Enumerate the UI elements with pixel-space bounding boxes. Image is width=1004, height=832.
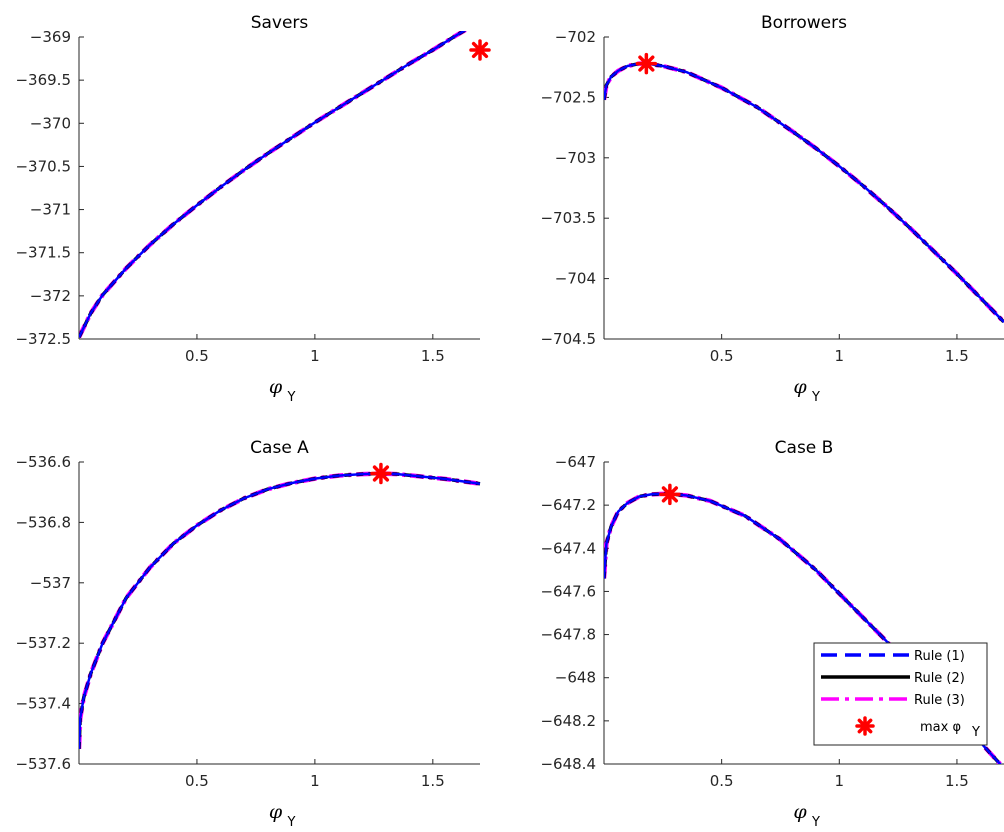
y-tick-label: −372.5: [15, 330, 71, 348]
y-tick-label: −648.2: [540, 712, 596, 730]
y-tick-label: −704: [555, 270, 596, 288]
panel-title: Savers: [251, 13, 309, 33]
y-tick-label: −537.6: [15, 755, 71, 773]
y-tick-label: −647.4: [540, 539, 596, 557]
x-axis-label: φ: [269, 376, 283, 398]
legend-box: [813, 642, 988, 746]
x-axis-label-subscript: Y: [811, 390, 820, 405]
x-axis-label-subscript: Y: [287, 815, 296, 830]
legend-label: max φ: [920, 720, 961, 735]
x-axis-label: φ: [793, 376, 807, 398]
y-tick-label: −647.8: [540, 626, 596, 644]
y-tick-label: −370: [30, 114, 71, 132]
legend: Rule (1) Rule (2) Rule (3) max φ Y: [813, 642, 988, 746]
y-tick-label: −703: [555, 149, 596, 167]
y-tick-label: −371: [30, 201, 71, 219]
y-tick-label: −369: [30, 28, 71, 46]
panel-borrowers: −702 −702.5 −703 −703.5 −704 −704.5 0.5 1 1.5 Bor…: [540, 13, 1004, 405]
legend-label: Rule (2): [914, 671, 965, 686]
y-tick-label: −703.5: [540, 209, 596, 227]
series-line-rule-1: [79, 31, 467, 338]
panel-case-b: −647 −647.2 −647.4 −647.6 −647.8 −648 −648.2 −6…: [540, 438, 1004, 830]
series-line-rule-3: [604, 61, 1004, 324]
x-axis-label: φ: [793, 801, 807, 823]
x-tick-label: 1: [310, 347, 320, 365]
y-tick-label: −536.8: [15, 513, 71, 531]
legend-label: Rule (3): [914, 693, 965, 708]
y-tick-label: −372: [30, 287, 71, 305]
panel-savers: −369 −369.5 −370 −370.5 −371 −371.5 −372 −372.5…: [15, 13, 491, 405]
panel-title: Borrowers: [761, 13, 847, 33]
y-tick-label: −647.2: [540, 496, 596, 514]
x-axis-label: φ: [269, 801, 283, 823]
y-tick-label: −702: [555, 28, 596, 46]
max-marker-point: [370, 462, 392, 485]
panel-title: Case B: [775, 438, 834, 458]
x-tick-label: 1.5: [421, 772, 445, 790]
series-line-rule-2: [79, 471, 481, 749]
x-axis-label-subscript: Y: [287, 390, 296, 405]
y-tick-label: −648: [555, 669, 596, 687]
series-line-rule-2: [604, 61, 1004, 324]
y-tick-label: −647: [555, 453, 596, 471]
x-tick-label: 1: [835, 347, 845, 365]
max-marker-point: [659, 483, 681, 506]
panel-title: Case A: [250, 438, 309, 458]
series-line-rule-2: [79, 31, 468, 339]
y-tick-label: −369.5: [15, 71, 71, 89]
y-tick-label: −536.6: [15, 453, 71, 471]
y-tick-label: −702.5: [540, 88, 596, 106]
x-tick-label: 1.5: [945, 772, 969, 790]
y-tick-label: −371.5: [15, 244, 71, 262]
legend-label-subscript: Y: [971, 725, 980, 740]
panel-case-a: −536.6 −536.8 −537 −537.2 −537.4 −537.6 0.5 1 1.…: [15, 438, 481, 830]
y-tick-label: −704.5: [540, 330, 596, 348]
x-tick-label: 0.5: [185, 347, 209, 365]
max-marker-point: [469, 39, 491, 61]
x-tick-label: 1: [310, 772, 320, 790]
y-tick-label: −648.4: [540, 755, 596, 773]
series-line-rule-1: [79, 472, 481, 749]
y-tick-label: −370.5: [15, 157, 71, 175]
x-axis-label-subscript: Y: [811, 815, 820, 830]
series-line-rule-3: [79, 31, 469, 339]
y-tick-label: −537: [30, 574, 71, 592]
series-line-rule-3: [79, 471, 481, 749]
x-tick-label: 1: [835, 772, 845, 790]
y-tick-label: −537.2: [15, 634, 71, 652]
x-tick-label: 1.5: [945, 347, 969, 365]
x-tick-label: 0.5: [710, 772, 734, 790]
y-tick-label: −647.6: [540, 582, 596, 600]
x-tick-label: 0.5: [710, 347, 734, 365]
legend-label: Rule (1): [914, 649, 965, 664]
y-tick-label: −537.4: [15, 695, 71, 713]
series-line-rule-1: [604, 62, 1004, 323]
legend-swatch-max-marker: [855, 716, 875, 736]
x-tick-label: 1.5: [421, 347, 445, 365]
max-marker-point: [635, 52, 658, 75]
x-tick-label: 0.5: [185, 772, 209, 790]
